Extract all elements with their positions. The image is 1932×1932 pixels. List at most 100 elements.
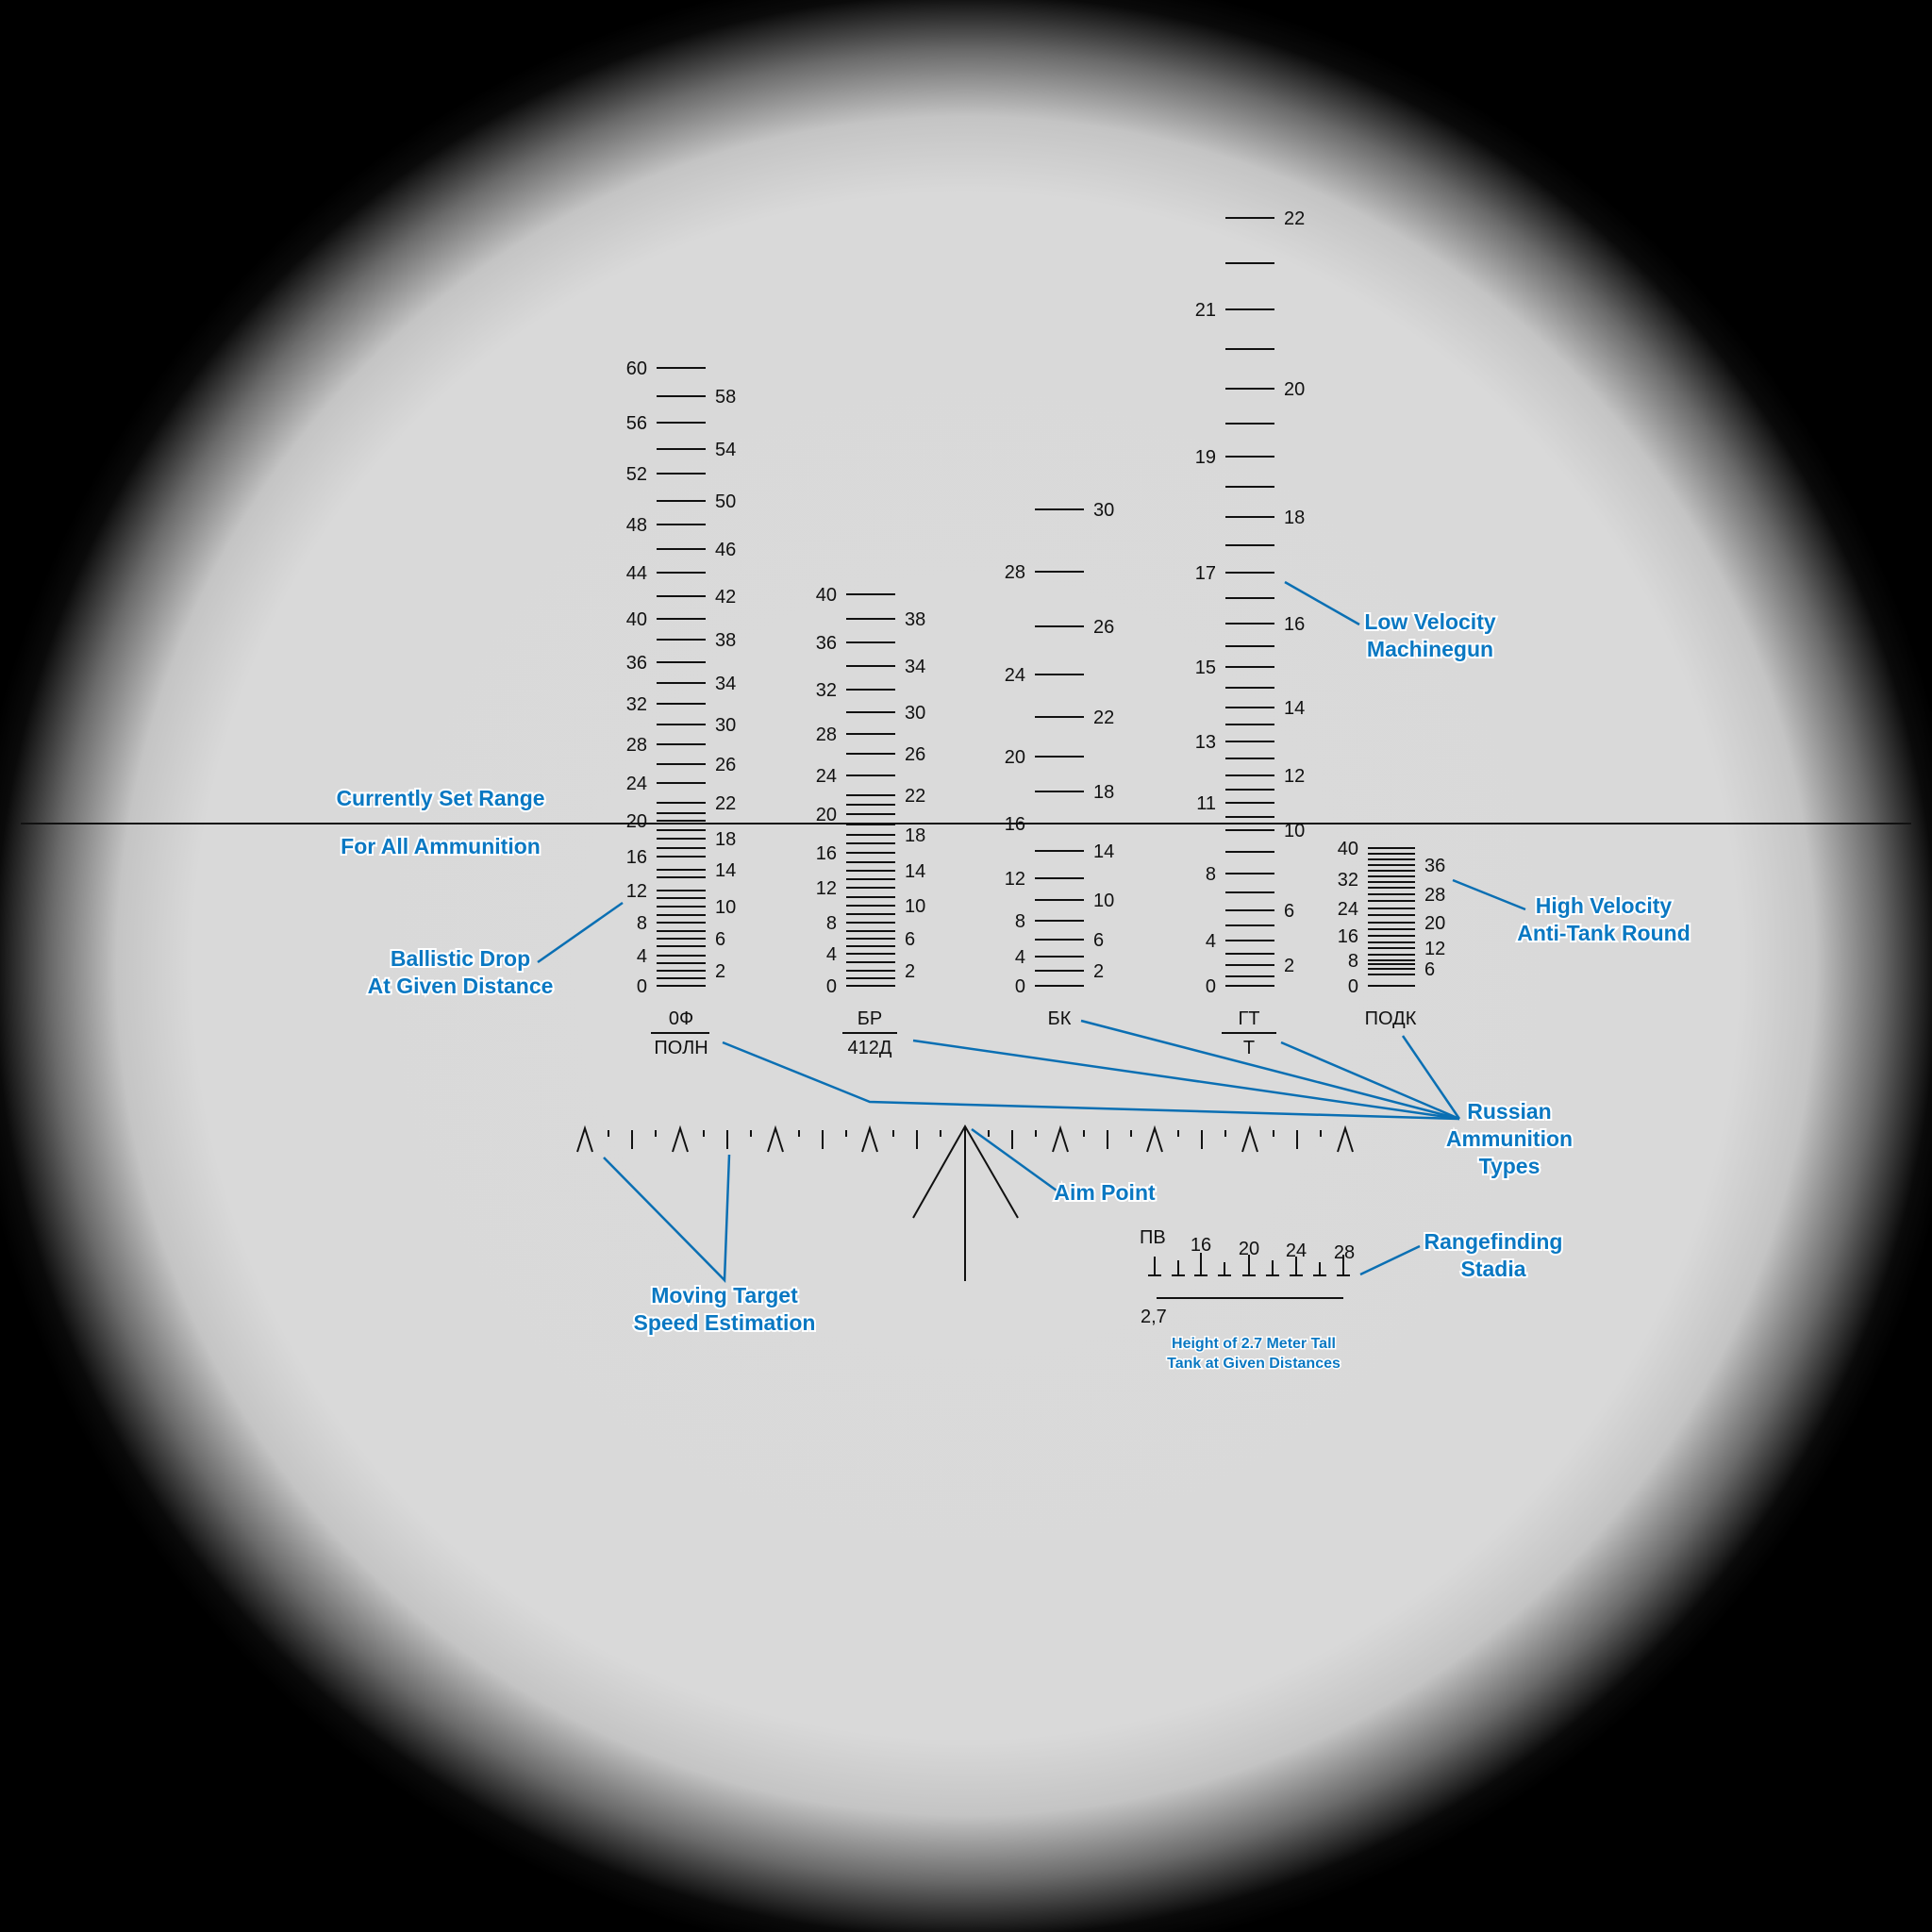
scale-gt-label-right: 20 bbox=[1284, 379, 1305, 400]
ammo-gt-top: ГТ bbox=[1238, 1008, 1259, 1029]
scale-br-label-left: 40 bbox=[816, 585, 837, 606]
scale-podk-label-right: 20 bbox=[1424, 913, 1445, 934]
stadia-27-label: 2,7 bbox=[1141, 1307, 1167, 1327]
scale-of-label-left: 60 bbox=[626, 358, 647, 379]
scale-br-label-left: 36 bbox=[816, 633, 837, 654]
callout-russian-2: Ammunition bbox=[1446, 1126, 1573, 1151]
leader-russian-t bbox=[1280, 1041, 1460, 1121]
scale-of-label-right: 6 bbox=[715, 929, 725, 950]
scale-of-label-right: 22 bbox=[715, 793, 736, 814]
scale-gt-label-right: 22 bbox=[1284, 208, 1305, 229]
scale-bk-label-left: 0 bbox=[1015, 976, 1025, 997]
scale-of-label-right: 2 bbox=[715, 961, 725, 982]
scale-br-label-right: 34 bbox=[905, 657, 925, 677]
leader-ballistic-drop bbox=[537, 901, 624, 964]
callout-tank-height-2: Tank at Given Distances bbox=[1167, 1356, 1341, 1372]
callout-tank-height-1: Height of 2.7 Meter Tall bbox=[1172, 1336, 1336, 1352]
callout-ballistic-drop-1: Ballistic Drop bbox=[391, 946, 530, 971]
scale-br-label-left: 8 bbox=[826, 913, 837, 934]
lead-chevron bbox=[861, 1124, 878, 1153]
leader-low-velocity bbox=[1284, 580, 1360, 626]
scale-br-label-left: 4 bbox=[826, 944, 837, 965]
scale-of-label-right: 54 bbox=[715, 440, 736, 460]
scale-bk-label-right: 22 bbox=[1093, 708, 1114, 728]
scale-of-label-left: 20 bbox=[626, 811, 647, 832]
scale-gt-label-left: 8 bbox=[1206, 864, 1216, 885]
lead-chevron bbox=[1052, 1124, 1069, 1153]
ammo-br-top: БР bbox=[858, 1008, 882, 1029]
ammo-gt-bottom: Т bbox=[1243, 1038, 1255, 1058]
scale-of-label-right: 18 bbox=[715, 829, 736, 850]
scale-gt-label-left: 17 bbox=[1195, 563, 1216, 584]
scale-bk-label-left: 12 bbox=[1005, 869, 1025, 890]
scale-gt-label-left: 15 bbox=[1195, 658, 1216, 678]
scale-gt-label-right: 2 bbox=[1284, 956, 1294, 976]
scale-of-label-right: 34 bbox=[715, 674, 736, 694]
leader-moving-target bbox=[603, 1154, 731, 1283]
scale-gt-label-left: 11 bbox=[1196, 793, 1216, 814]
scale-of-label-left: 56 bbox=[626, 413, 647, 434]
ammo-br-bottom: 412Д bbox=[848, 1038, 892, 1058]
scale-gt-label-left: 4 bbox=[1206, 931, 1216, 952]
leader-russian-br bbox=[912, 1039, 1460, 1121]
callout-currently-set-range: Currently Set Range bbox=[336, 786, 544, 810]
scale-bk-label-right: 14 bbox=[1093, 841, 1114, 862]
scale-br-label-left: 0 bbox=[826, 976, 837, 997]
scale-of-label-left: 24 bbox=[626, 774, 647, 794]
scale-of-label-right: 10 bbox=[715, 897, 736, 918]
callout-rangefinding-2: Stadia bbox=[1460, 1257, 1525, 1281]
ammo-labels: 0Ф ПОЛН БР 412Д БК ГТ Т ПОДК bbox=[651, 1008, 1417, 1058]
leader-russian-bk bbox=[1080, 1019, 1460, 1121]
scale-of-label-left: 16 bbox=[626, 847, 647, 868]
scale-of-label-left: 12 bbox=[626, 881, 647, 902]
scale-podk-label-left: 40 bbox=[1338, 839, 1358, 859]
lead-marks-row bbox=[576, 1124, 1354, 1153]
scale-gt-label-right: 16 bbox=[1284, 614, 1305, 635]
scale-of-label-right: 30 bbox=[715, 715, 736, 736]
scale-bk: 28 24 20 16 12 8 4 0 30 26 22 18 14 10 6 2 bbox=[1005, 500, 1115, 997]
lead-chevron bbox=[1241, 1124, 1258, 1153]
scale-gt: 21 19 17 15 13 11 8 4 0 22 20 18 16 14 12 10 6 2 bbox=[1195, 208, 1306, 997]
scale-br-label-right: 30 bbox=[905, 703, 925, 724]
scale-podk-label-right: 12 bbox=[1424, 939, 1445, 959]
scale-gt-label-right: 6 bbox=[1284, 901, 1294, 922]
scale-gt-label-left: 19 bbox=[1195, 447, 1216, 468]
scale-podk-label-left: 0 bbox=[1348, 976, 1358, 997]
scale-of-label-right: 42 bbox=[715, 587, 736, 608]
stadia-num-28: 28 bbox=[1334, 1242, 1355, 1263]
scale-gt-label-right: 10 bbox=[1284, 821, 1305, 841]
scale-of-label-left: 36 bbox=[626, 653, 647, 674]
scale-br-label-right: 26 bbox=[905, 744, 925, 765]
callout-moving-target-2: Speed Estimation bbox=[634, 1310, 816, 1335]
scale-br-label-left: 20 bbox=[816, 805, 837, 825]
scale-bk-label-right: 30 bbox=[1093, 500, 1114, 521]
leader-russian-podk bbox=[1401, 1035, 1461, 1120]
ammo-podk-top: ПОДК bbox=[1365, 1008, 1417, 1029]
callouts: Currently Set Range For All Ammunition B… bbox=[334, 608, 1691, 1374]
scale-podk-label-right: 36 bbox=[1424, 856, 1445, 876]
scale-podk: 40 32 24 16 8 0 36 28 20 126 bbox=[1338, 839, 1446, 997]
scale-gt-label-left: 13 bbox=[1195, 732, 1216, 753]
scale-bk-label-left: 8 bbox=[1015, 911, 1025, 932]
aim-point-chevron bbox=[912, 1124, 1019, 1281]
scale-bk-label-right: 2 bbox=[1093, 961, 1104, 982]
scale-of-label-right: 46 bbox=[715, 540, 736, 560]
scale-br-label-left: 16 bbox=[816, 843, 837, 864]
callout-leaders bbox=[537, 580, 1526, 1283]
callout-high-velocity-2: Anti-Tank Round bbox=[1517, 921, 1690, 945]
leader-aim-point bbox=[971, 1127, 1058, 1192]
stadia-pv-label: ПВ bbox=[1140, 1227, 1166, 1248]
ammo-bk-top: БК bbox=[1048, 1008, 1072, 1029]
callout-russian-1: Russian bbox=[1467, 1099, 1551, 1124]
scale-bk-label-right: 18 bbox=[1093, 782, 1114, 803]
rangefinding-stadia: ПВ 16 20 24 28 2,7 bbox=[1140, 1227, 1355, 1327]
scale-bk-label-right: 26 bbox=[1093, 617, 1114, 638]
scale-of-label-right: 14 bbox=[715, 860, 736, 881]
scale-of-label-left: 8 bbox=[637, 913, 647, 934]
scale-bk-label-right: 6 bbox=[1093, 930, 1104, 951]
leader-russian-of bbox=[722, 1041, 1460, 1121]
callout-ballistic-drop-2: At Given Distance bbox=[368, 974, 554, 998]
